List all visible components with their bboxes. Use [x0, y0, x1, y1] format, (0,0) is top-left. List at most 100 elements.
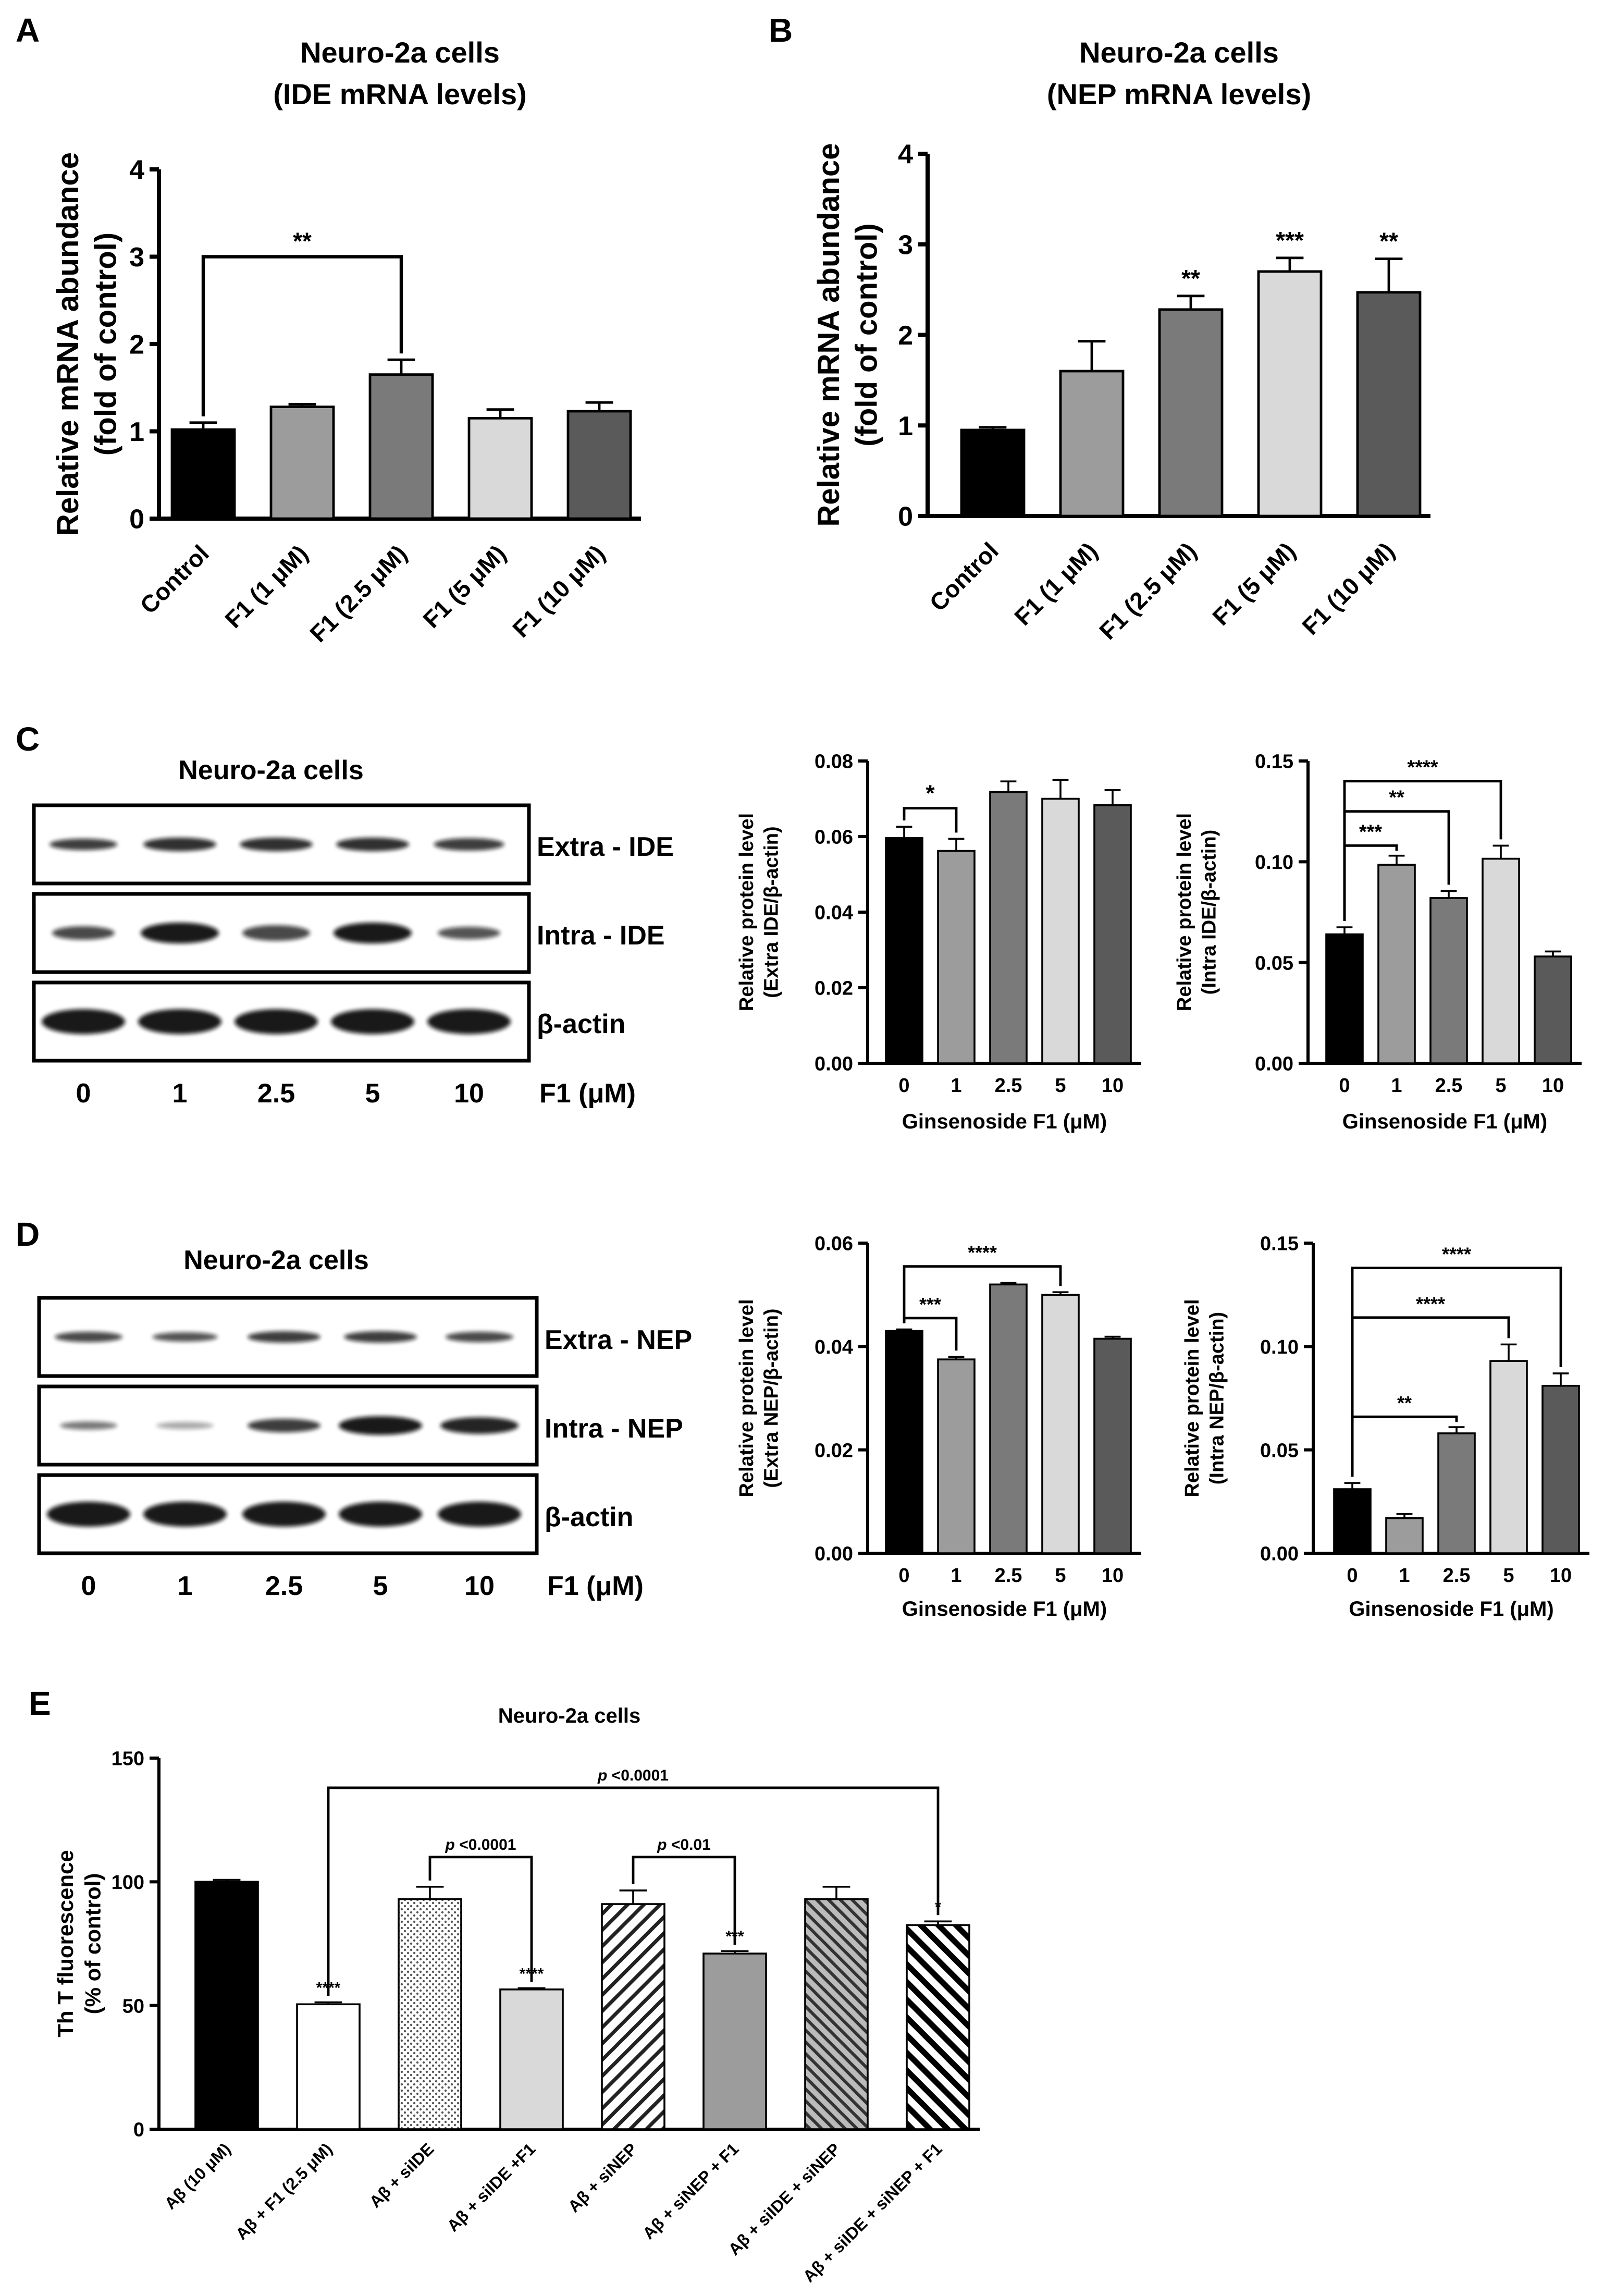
- bar: [194, 1881, 259, 2130]
- blot-d-band: [47, 1502, 130, 1527]
- x-tick-label: 10: [1550, 1565, 1572, 1587]
- significance-stars: *: [935, 1898, 941, 1916]
- blot-d-band: [339, 1416, 422, 1435]
- chart-b: Neuro-2a cells (NEP mRNA levels) 0 1 2 3 4 Rela…: [812, 36, 1430, 645]
- significance-label: ***: [1359, 821, 1383, 843]
- blot-c-band: [240, 838, 313, 851]
- x-tick-label: F1 (2.5 μM): [304, 539, 412, 647]
- bar: [1437, 1432, 1476, 1554]
- y-tick-label: 4: [129, 155, 144, 186]
- y-tick-label: 0.10: [1255, 852, 1293, 874]
- bar: [601, 1903, 665, 2130]
- blot-c-title: Neuro-2a cells: [178, 755, 364, 785]
- y-axis-label: Th T fluorescence: [53, 1850, 78, 2037]
- y-tick-label: 0.06: [815, 827, 853, 849]
- x-tick-label: Aβ (10 μM): [161, 2139, 234, 2213]
- bar: [989, 1283, 1028, 1554]
- significance-stars: ****: [520, 1965, 544, 1982]
- x-tick-label: 2.5: [995, 1075, 1022, 1097]
- chart-a: Neuro-2a cells (IDE mRNA levels) 0 1 2 3 4 Rela…: [51, 36, 641, 647]
- blot-c-band: [50, 839, 117, 850]
- bar: [989, 791, 1028, 1064]
- x-tick-label: 1: [1399, 1565, 1410, 1587]
- blot-d-title: Neuro-2a cells: [183, 1245, 369, 1275]
- p-value: <0.0001: [612, 1767, 669, 1784]
- chart-title: Neuro-2a cells: [300, 36, 500, 69]
- blot-d-bands: [47, 1331, 521, 1527]
- x-axis-label: Ginsenoside F1 (μM): [902, 1110, 1107, 1133]
- significance-bracket: [201, 255, 403, 416]
- x-tick-label: 5: [1055, 1075, 1066, 1097]
- blot-c-bands: [42, 838, 511, 1034]
- bar: [1041, 797, 1080, 1064]
- x-tick-label: Aβ + siIDE +F1: [443, 2139, 539, 2235]
- blot-c-row-label-intra: Intra - IDE: [537, 920, 665, 951]
- significance-label: ***: [919, 1294, 941, 1315]
- x-tick-label: F1 (1 μM): [1009, 537, 1103, 631]
- x-tick-label: 10: [1102, 1075, 1124, 1097]
- bar: [906, 1924, 970, 2130]
- chart-e: Neuro-2a cells 0 50 100 150 Th T fluorescence…: [53, 1704, 980, 2286]
- y-tick-label: 0.00: [815, 1053, 853, 1075]
- y-tick-label: 2: [129, 330, 144, 360]
- bar: [566, 410, 632, 520]
- blot-c-lane-unit: F1 (μM): [539, 1078, 636, 1109]
- y-tick-label: 0.15: [1260, 1233, 1299, 1255]
- y-tick-label: 3: [129, 242, 144, 273]
- x-tick-label: Aβ + siNEP: [564, 2139, 641, 2216]
- y-tick-label: 0.00: [1255, 1053, 1293, 1075]
- p-value: <0.0001: [459, 1836, 516, 1853]
- bar: [1325, 933, 1364, 1064]
- chart-d-intra-nep: 0.00 0.05 0.10 0.15 Relative protein level (I…: [1181, 1233, 1589, 1620]
- blot-c-band: [242, 925, 310, 941]
- x-tick-label: 2.5: [1435, 1075, 1463, 1097]
- y-tick-label: 3: [898, 230, 913, 260]
- significance-label: ****: [1442, 1244, 1471, 1265]
- y-axis-label: Relative mRNA abundance: [812, 143, 846, 527]
- blot-d-band: [242, 1502, 326, 1527]
- significance-label: p <0.01: [657, 1836, 711, 1853]
- blot-c-row-label-extra: Extra - IDE: [537, 832, 674, 862]
- bar: [1041, 1294, 1080, 1554]
- y-axis-label: Relative protein level: [1174, 813, 1195, 1011]
- panel-letter-d: D: [16, 1215, 40, 1253]
- bar: [1093, 1337, 1132, 1554]
- significance-label: p <0.0001: [445, 1836, 516, 1853]
- blot-d-band: [248, 1419, 320, 1432]
- blot-c-band: [434, 838, 504, 851]
- significance-label: **: [293, 228, 312, 255]
- blot-d-row-label-extra: Extra - NEP: [545, 1325, 692, 1355]
- y-tick-label: 0: [898, 502, 913, 532]
- blot-c-band: [141, 923, 219, 943]
- x-tick-label: Aβ + F1 (2.5 μM): [232, 2139, 336, 2243]
- y-tick-label: 100: [112, 1872, 144, 1894]
- bar: [467, 416, 533, 520]
- y-axis-label: Relative protein level: [736, 813, 758, 1011]
- significance-stars: ***: [725, 1928, 744, 1945]
- y-axis-label: (fold of control): [850, 223, 884, 446]
- panel-letter-a: A: [16, 11, 40, 49]
- y-tick-label: 0.06: [815, 1233, 853, 1255]
- blot-d-band: [446, 1332, 513, 1342]
- x-tick-label: Aβ + siIDE + siNEP: [724, 2139, 844, 2258]
- blot-d-row-label-actin: β-actin: [545, 1502, 633, 1532]
- x-tick-label: 5: [1055, 1565, 1066, 1587]
- blot-c-lane-1: 1: [172, 1078, 188, 1109]
- bar: [1377, 864, 1416, 1064]
- blot-c-band: [334, 923, 412, 943]
- y-tick-label: 0.08: [815, 751, 853, 773]
- x-tick-label: 1: [951, 1075, 961, 1097]
- x-tick-label: 10: [1542, 1075, 1564, 1097]
- x-axis-label: Ginsenoside F1 (μM): [1349, 1598, 1553, 1620]
- chart-title: Neuro-2a cells: [1079, 36, 1279, 69]
- blot-c-band: [331, 1009, 414, 1034]
- y-tick-label: 0.05: [1260, 1440, 1299, 1462]
- chart-title: (IDE mRNA levels): [273, 78, 527, 110]
- x-tick-label: 2.5: [995, 1565, 1022, 1587]
- significance-label: *: [926, 781, 935, 806]
- chart-title: (NEP mRNA levels): [1047, 78, 1311, 110]
- bar: [1257, 270, 1323, 518]
- blot-c-band: [52, 926, 115, 940]
- blot-d-row-label-intra: Intra - NEP: [545, 1414, 683, 1444]
